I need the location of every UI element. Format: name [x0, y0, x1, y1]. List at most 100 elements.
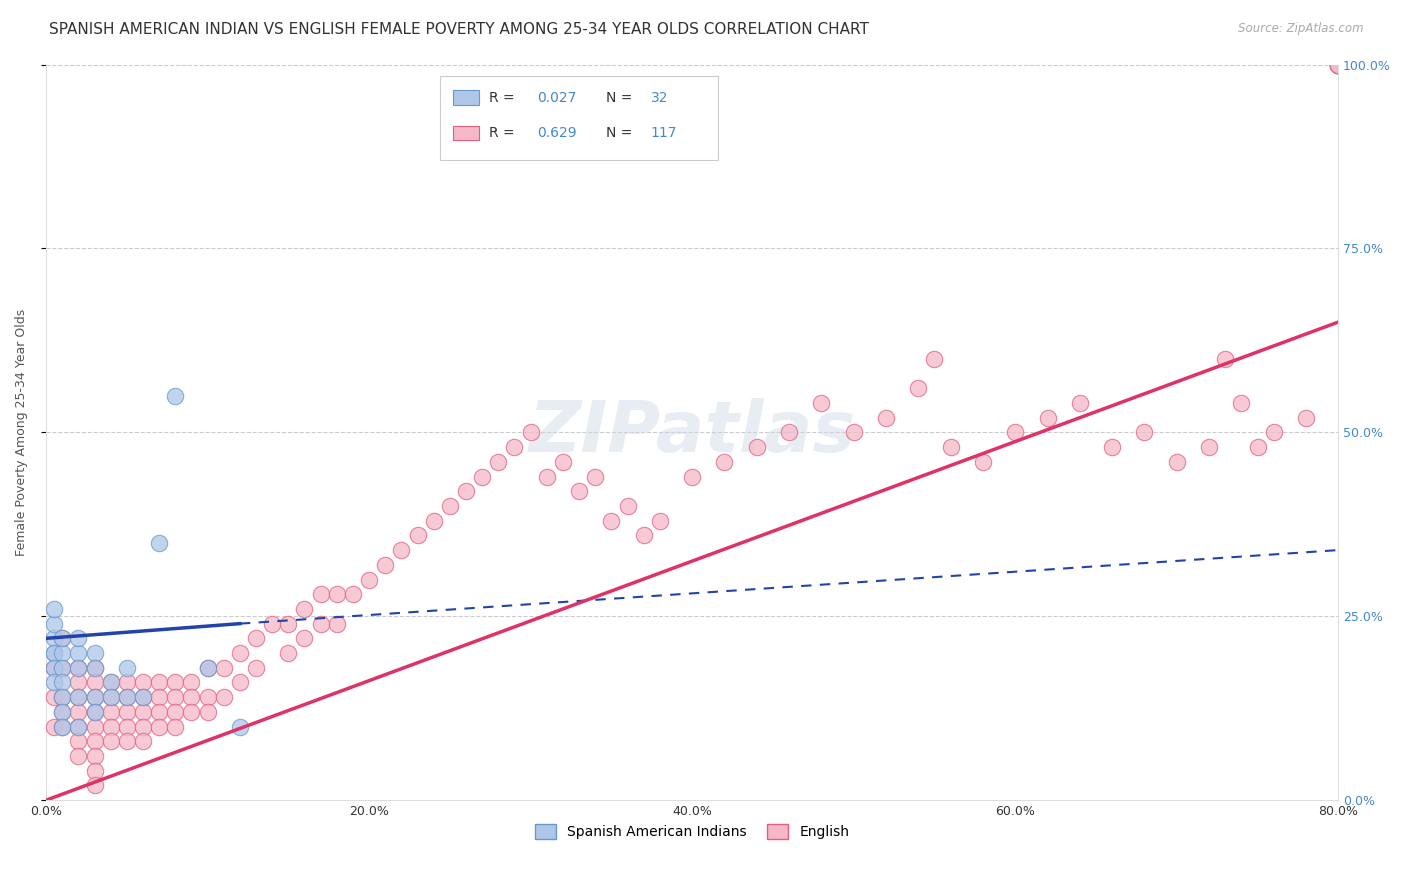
- Point: [713, 455, 735, 469]
- Point: [83, 705, 105, 719]
- Point: [1069, 396, 1091, 410]
- Point: [83, 749, 105, 764]
- Point: [389, 543, 412, 558]
- Point: [100, 675, 122, 690]
- Point: [972, 455, 994, 469]
- Point: [83, 661, 105, 675]
- Point: [83, 705, 105, 719]
- Point: [44, 632, 66, 646]
- Point: [132, 734, 155, 748]
- Point: [51, 661, 73, 675]
- Point: [648, 514, 671, 528]
- Point: [262, 616, 284, 631]
- Point: [67, 734, 90, 748]
- Point: [229, 675, 252, 690]
- Point: [51, 690, 73, 705]
- Point: [583, 469, 606, 483]
- Point: [44, 616, 66, 631]
- Point: [44, 602, 66, 616]
- Point: [486, 455, 509, 469]
- Point: [519, 425, 541, 440]
- Point: [1133, 425, 1156, 440]
- Point: [422, 514, 444, 528]
- Point: [1036, 410, 1059, 425]
- Point: [115, 661, 138, 675]
- Point: [745, 440, 768, 454]
- Point: [1004, 425, 1026, 440]
- Point: [83, 764, 105, 778]
- Point: [132, 690, 155, 705]
- Point: [180, 705, 202, 719]
- Point: [326, 616, 349, 631]
- Point: [67, 646, 90, 660]
- Point: [83, 661, 105, 675]
- Point: [100, 675, 122, 690]
- Point: [44, 661, 66, 675]
- Point: [309, 616, 332, 631]
- Point: [1198, 440, 1220, 454]
- Point: [503, 440, 526, 454]
- Point: [374, 558, 396, 572]
- Point: [165, 690, 187, 705]
- Point: [51, 646, 73, 660]
- Point: [83, 646, 105, 660]
- Point: [67, 675, 90, 690]
- Point: [1166, 455, 1188, 469]
- Point: [100, 690, 122, 705]
- Point: [180, 690, 202, 705]
- Point: [245, 661, 267, 675]
- Point: [1246, 440, 1268, 454]
- Point: [44, 661, 66, 675]
- Point: [100, 690, 122, 705]
- Point: [67, 661, 90, 675]
- Text: Source: ZipAtlas.com: Source: ZipAtlas.com: [1239, 22, 1364, 36]
- Text: R =: R =: [489, 91, 515, 104]
- Point: [245, 632, 267, 646]
- Point: [100, 734, 122, 748]
- Point: [132, 690, 155, 705]
- Point: [44, 675, 66, 690]
- Point: [197, 661, 219, 675]
- Point: [229, 646, 252, 660]
- Point: [1263, 425, 1285, 440]
- Point: [359, 573, 381, 587]
- Point: [67, 632, 90, 646]
- Text: 32: 32: [651, 91, 668, 104]
- Point: [115, 690, 138, 705]
- Text: 117: 117: [651, 126, 678, 140]
- Point: [132, 705, 155, 719]
- Point: [294, 602, 316, 616]
- Point: [197, 705, 219, 719]
- Point: [67, 661, 90, 675]
- Point: [148, 720, 170, 734]
- Point: [454, 484, 477, 499]
- Point: [51, 705, 73, 719]
- FancyBboxPatch shape: [453, 126, 479, 140]
- Point: [44, 720, 66, 734]
- Point: [115, 720, 138, 734]
- Point: [212, 690, 235, 705]
- Text: R =: R =: [489, 126, 515, 140]
- Point: [165, 675, 187, 690]
- Point: [551, 455, 574, 469]
- Point: [67, 720, 90, 734]
- Point: [83, 690, 105, 705]
- Point: [907, 381, 929, 395]
- Point: [148, 535, 170, 549]
- Point: [681, 469, 703, 483]
- Point: [83, 690, 105, 705]
- Point: [132, 720, 155, 734]
- Point: [148, 705, 170, 719]
- Point: [1327, 57, 1350, 71]
- Point: [115, 690, 138, 705]
- Point: [778, 425, 800, 440]
- Point: [568, 484, 591, 499]
- Point: [229, 720, 252, 734]
- Text: N =: N =: [606, 91, 631, 104]
- Point: [132, 675, 155, 690]
- Point: [115, 675, 138, 690]
- Point: [197, 661, 219, 675]
- Point: [439, 499, 461, 513]
- Point: [1327, 57, 1350, 71]
- Point: [1295, 410, 1317, 425]
